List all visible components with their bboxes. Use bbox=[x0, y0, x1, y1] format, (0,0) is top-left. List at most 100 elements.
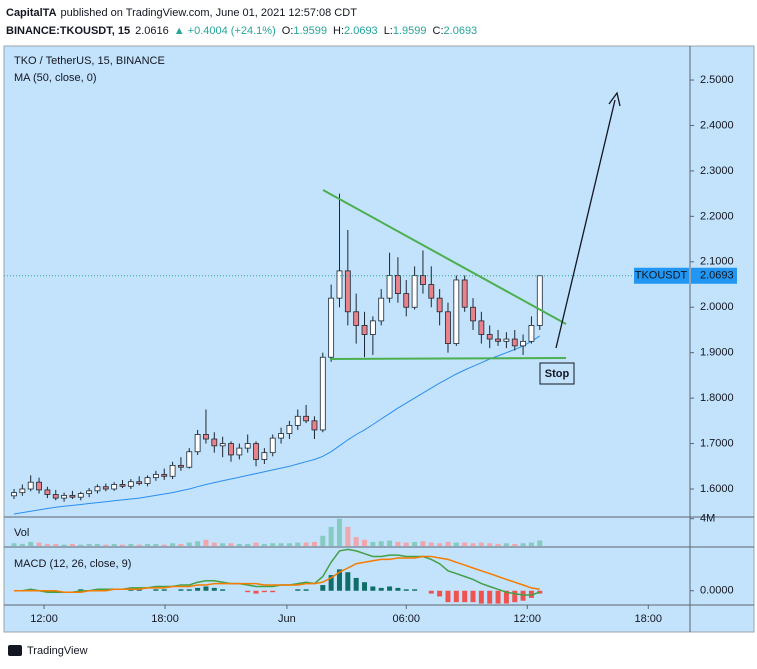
volume-bar bbox=[353, 537, 359, 546]
volume-bar bbox=[487, 543, 493, 546]
candle-body bbox=[336, 270, 343, 299]
candle-body bbox=[286, 424, 293, 434]
macd-histogram bbox=[387, 586, 393, 591]
volume-bar bbox=[420, 541, 426, 546]
volume-bar bbox=[336, 518, 342, 546]
candle-body bbox=[86, 490, 93, 494]
candle-body bbox=[228, 443, 234, 456]
chart-area bbox=[3, 45, 755, 633]
volume-bar bbox=[78, 544, 84, 546]
macd-histogram bbox=[78, 589, 84, 591]
arrow-head bbox=[608, 91, 621, 107]
candle-body bbox=[236, 447, 243, 456]
y-tick-label: 2.0000 bbox=[700, 301, 734, 313]
candle-body bbox=[253, 443, 259, 460]
volume-bar bbox=[161, 544, 167, 546]
arrow-line bbox=[555, 99, 616, 349]
candle-body bbox=[278, 433, 284, 439]
macd-histogram bbox=[462, 590, 468, 603]
macd-histogram bbox=[253, 590, 259, 594]
candle-body bbox=[420, 275, 426, 285]
candle-body bbox=[361, 325, 368, 335]
x-tick-label: Jun bbox=[278, 613, 296, 625]
macd-histogram bbox=[503, 590, 509, 604]
candle-body bbox=[311, 420, 318, 431]
macd-histogram bbox=[445, 590, 451, 603]
candle-body bbox=[495, 338, 501, 342]
volume-bar bbox=[528, 542, 534, 546]
candle-body bbox=[111, 484, 118, 490]
pane-title: TKO / TetherUS, 15, BINANCE bbox=[14, 55, 165, 67]
y-tick-label: 4M bbox=[700, 513, 715, 525]
macd-histogram bbox=[320, 585, 326, 591]
macd-histogram bbox=[211, 587, 217, 591]
volume-bar bbox=[403, 542, 409, 546]
candle-body bbox=[503, 338, 510, 342]
candle-body bbox=[36, 481, 42, 491]
macd-histogram bbox=[178, 589, 184, 591]
candle-body bbox=[486, 334, 493, 340]
signal-line bbox=[14, 555, 540, 593]
volume-bar bbox=[286, 543, 292, 546]
ma-line bbox=[13, 335, 541, 515]
macd-histogram bbox=[153, 589, 159, 591]
candle-body bbox=[127, 481, 134, 487]
macd-histogram bbox=[378, 587, 384, 591]
candle-body bbox=[186, 451, 193, 468]
candle-body bbox=[261, 452, 268, 460]
pane-title: Vol bbox=[14, 527, 29, 539]
brand: TradingView bbox=[27, 645, 88, 657]
price-badge-value: 2.0693 bbox=[700, 270, 734, 282]
volume-bar bbox=[311, 541, 317, 546]
macd-histogram bbox=[161, 589, 167, 591]
logo: TradingView bbox=[8, 645, 88, 657]
pane-title: MACD (12, 26, close, 9) bbox=[14, 558, 131, 570]
volume-bar bbox=[378, 541, 384, 546]
volume-bar bbox=[220, 543, 226, 546]
volume-bar bbox=[395, 541, 401, 546]
candle-body bbox=[378, 297, 385, 322]
macd-histogram bbox=[303, 589, 309, 591]
candle-body bbox=[119, 484, 126, 487]
volume-bar bbox=[370, 541, 376, 546]
x-tick-label: 12:00 bbox=[30, 613, 58, 625]
candle-body bbox=[11, 492, 17, 497]
volume-bar bbox=[362, 539, 368, 546]
volume-bar bbox=[36, 542, 42, 546]
macd-histogram bbox=[370, 586, 376, 591]
candle-body bbox=[511, 338, 518, 347]
last-price: 2.0616 bbox=[135, 25, 169, 37]
symbol: BINANCE:TKOUSDT, 15 bbox=[6, 25, 130, 37]
volume-bar bbox=[236, 543, 242, 546]
volume-bar bbox=[520, 543, 526, 546]
candle-body bbox=[144, 477, 151, 484]
macd-histogram bbox=[203, 586, 209, 591]
volume-bar bbox=[537, 540, 543, 546]
candle-body bbox=[194, 434, 201, 453]
candle-body bbox=[528, 325, 535, 342]
volume-bar bbox=[203, 539, 209, 546]
candle-body bbox=[69, 494, 76, 498]
volume-bar bbox=[61, 544, 67, 546]
volume-bar bbox=[270, 543, 276, 546]
volume-bar bbox=[303, 542, 309, 546]
price-badge bbox=[691, 267, 737, 284]
y-tick-label: 2.2000 bbox=[700, 210, 734, 222]
candle-body bbox=[436, 297, 443, 313]
candle-body bbox=[536, 275, 543, 326]
volume-bar bbox=[328, 526, 334, 546]
logo-icon bbox=[8, 645, 22, 656]
volume-bar bbox=[437, 543, 443, 546]
header-line: CapitalTA published on TradingView.com, J… bbox=[6, 7, 357, 19]
volume-bar bbox=[320, 535, 326, 546]
macd-histogram bbox=[470, 590, 476, 603]
candle-body bbox=[461, 279, 468, 308]
y-tick-label: 2.4000 bbox=[700, 119, 734, 131]
candle-body bbox=[102, 486, 109, 490]
macd-histogram bbox=[195, 587, 201, 591]
volume-bar bbox=[211, 542, 217, 546]
volume-bar bbox=[470, 543, 476, 546]
candle-body bbox=[520, 340, 526, 347]
macd-histogram bbox=[395, 587, 401, 591]
candle-body bbox=[470, 306, 476, 322]
